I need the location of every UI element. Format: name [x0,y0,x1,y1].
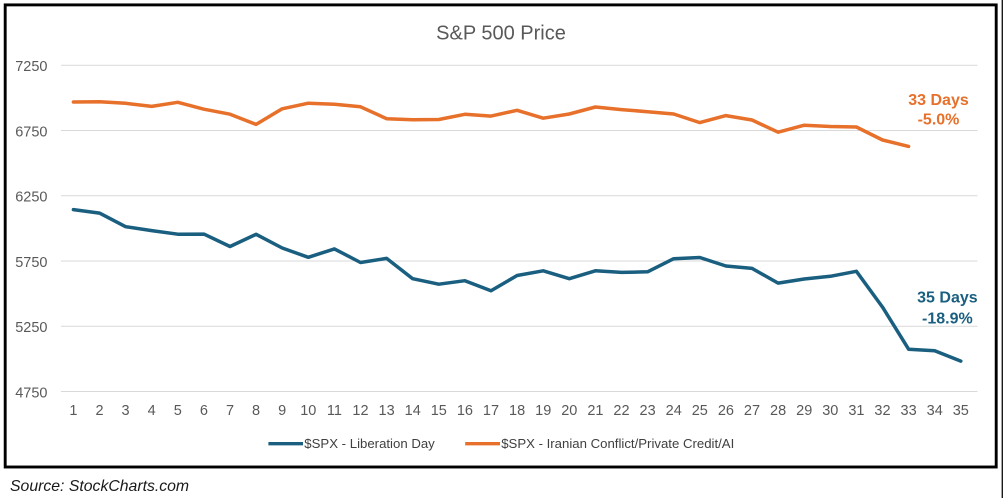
svg-text:10: 10 [300,403,316,419]
svg-text:21: 21 [587,403,603,419]
svg-text:17: 17 [483,403,499,419]
svg-text:11: 11 [327,403,342,419]
svg-text:30: 30 [822,403,838,419]
svg-text:1: 1 [69,403,77,419]
svg-text:6: 6 [200,403,208,419]
svg-text:$SPX - Liberation Day: $SPX - Liberation Day [304,436,435,451]
svg-text:15: 15 [431,403,447,419]
svg-text:20: 20 [561,403,577,419]
svg-text:8: 8 [252,403,260,419]
svg-text:6250: 6250 [15,190,47,206]
svg-text:4750: 4750 [15,385,47,401]
svg-text:32: 32 [874,403,890,419]
svg-text:19: 19 [535,403,551,419]
svg-text:27: 27 [744,403,760,419]
svg-text:5750: 5750 [15,255,47,271]
svg-text:-18.9%: -18.9% [922,311,973,328]
svg-text:12: 12 [352,403,368,419]
svg-text:3: 3 [122,403,130,419]
svg-text:35 Days: 35 Days [917,290,978,307]
svg-text:2: 2 [95,403,103,419]
svg-text:35: 35 [953,403,969,419]
svg-text:31: 31 [848,403,864,419]
svg-text:14: 14 [405,403,421,419]
svg-text:23: 23 [640,403,656,419]
svg-text:29: 29 [796,403,812,419]
svg-text:S&P 500 Price: S&P 500 Price [436,23,566,45]
svg-text:33 Days: 33 Days [908,92,969,109]
svg-text:24: 24 [666,403,682,419]
svg-text:4: 4 [148,403,156,419]
svg-text:34: 34 [927,403,943,419]
svg-text:33: 33 [901,403,917,419]
svg-text:5: 5 [174,403,182,419]
svg-text:-5.0%: -5.0% [918,112,960,129]
svg-text:28: 28 [770,403,786,419]
svg-text:9: 9 [278,403,286,419]
svg-text:22: 22 [613,403,629,419]
svg-text:18: 18 [509,403,525,419]
svg-text:25: 25 [692,403,708,419]
svg-text:16: 16 [457,403,473,419]
svg-text:7250: 7250 [15,59,47,75]
svg-text:5250: 5250 [15,320,47,336]
svg-text:$SPX - Iranian Conflict/Privat: $SPX - Iranian Conflict/Private Credit/A… [501,436,734,451]
svg-text:6750: 6750 [15,124,47,140]
svg-text:7: 7 [226,403,234,419]
svg-text:Source: StockCharts.com: Source: StockCharts.com [10,478,189,495]
svg-text:13: 13 [379,403,395,419]
svg-text:26: 26 [718,403,734,419]
